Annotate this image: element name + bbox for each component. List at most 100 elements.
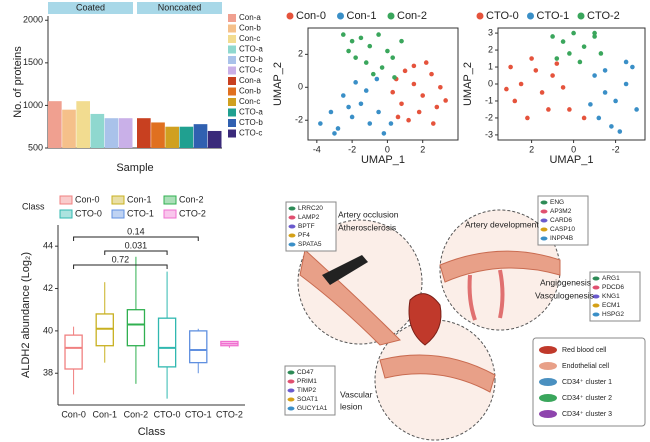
legend-key — [228, 14, 236, 22]
point — [508, 64, 513, 70]
x-axis-label: UMAP_1 — [549, 154, 593, 166]
y-tick-label: -2 — [485, 112, 493, 122]
gene-icon — [287, 406, 295, 411]
plot-frame — [307, 27, 459, 141]
x-tick-label: Con-0 — [61, 409, 86, 419]
legend-label: CTO-2 — [179, 208, 206, 218]
point — [349, 114, 355, 120]
point — [529, 56, 534, 61]
x-tick-label: CTO-0 — [154, 409, 181, 419]
gene-icon — [540, 209, 548, 214]
x-axis-label: Class — [138, 426, 166, 438]
point — [388, 121, 394, 126]
x-tick-label: CTO-2 — [216, 409, 243, 419]
point — [385, 48, 390, 54]
y-axis-label: ALDH2 abundance (Log₂) — [20, 252, 32, 378]
x-tick-label: Con-1 — [92, 409, 117, 419]
legend-key — [228, 35, 236, 43]
y-axis-label: No. of proteins — [12, 46, 24, 118]
legend-label: CTO-a — [239, 108, 263, 117]
point — [374, 76, 380, 82]
point — [617, 129, 623, 134]
point — [411, 81, 417, 87]
y-tick-label: 0 — [488, 78, 493, 88]
point — [571, 30, 576, 36]
facet-strip — [137, 2, 222, 14]
bracket — [104, 250, 168, 255]
point — [363, 60, 369, 65]
legend-label: CTO-0 — [486, 10, 519, 22]
legend-key — [163, 195, 177, 205]
diagram-label: Angiogenesis — [540, 277, 591, 287]
point — [390, 55, 396, 60]
y-tick-label: 0 — [298, 82, 303, 92]
legend-label: Con-a — [239, 76, 261, 85]
cell-legend-label: CD34⁺ cluster 2 — [562, 395, 612, 402]
legend-label: Con-b — [239, 87, 261, 96]
x-tick-label: -2 — [612, 144, 620, 154]
point — [367, 43, 373, 49]
point — [423, 60, 429, 65]
point — [602, 68, 608, 73]
point — [430, 121, 436, 126]
point — [376, 32, 381, 37]
legend-label: Con-b — [239, 24, 261, 33]
diagram-label: Artery development — [465, 219, 539, 229]
bar — [165, 126, 179, 148]
point — [623, 81, 629, 87]
gene-name: ENG — [550, 199, 564, 206]
point — [546, 107, 551, 112]
point — [353, 80, 358, 85]
legend-label: CTO-0 — [75, 208, 102, 218]
gene-name: PRIM1 — [297, 378, 317, 385]
y-tick-label: -1 — [485, 95, 493, 105]
legend-key — [228, 98, 236, 106]
gene-icon — [287, 370, 295, 375]
y-tick-label: 1 — [488, 61, 493, 71]
cell-legend-label: CD34⁺ cluster 1 — [562, 379, 612, 386]
y-tick-label: 3 — [488, 27, 493, 37]
legend-key — [228, 66, 236, 75]
point — [420, 93, 426, 98]
legend-label: CTO-1 — [127, 208, 154, 218]
bracket — [73, 236, 199, 241]
point — [550, 34, 555, 39]
cell-legend-box — [532, 337, 646, 427]
legend-key — [228, 87, 236, 96]
point — [399, 101, 404, 107]
legend-key — [59, 209, 73, 219]
legend-label: Con-1 — [127, 194, 152, 204]
legend-label: CTO-c — [239, 66, 262, 75]
bar — [48, 101, 62, 148]
cell-icon — [539, 394, 557, 402]
legend-key — [387, 12, 395, 20]
legend-key — [111, 195, 125, 205]
point — [598, 51, 604, 56]
point — [399, 38, 404, 44]
point — [406, 117, 411, 123]
point — [346, 48, 351, 54]
legend-key — [286, 12, 294, 20]
facet-label: Coated — [76, 2, 105, 12]
point — [518, 81, 524, 87]
box — [157, 317, 177, 368]
y-tick-label: 42 — [43, 283, 53, 293]
gene-name: SPATA5 — [298, 241, 322, 248]
legend-key — [476, 12, 484, 20]
gene-icon — [540, 218, 548, 223]
point — [340, 93, 346, 98]
y-tick-label: 1000 — [23, 100, 43, 110]
p-value: 0.72 — [112, 254, 130, 264]
y-axis-label: UMAP_2 — [272, 62, 284, 106]
point — [367, 121, 373, 126]
gene-icon — [287, 397, 295, 402]
point — [525, 115, 530, 121]
point — [370, 71, 376, 77]
x-tick-label: 2 — [420, 144, 425, 154]
box — [126, 309, 146, 347]
gene-name: AP3M2 — [550, 208, 572, 215]
point — [395, 114, 401, 120]
point — [560, 39, 566, 44]
gene-icon — [288, 233, 296, 238]
point — [346, 104, 351, 110]
